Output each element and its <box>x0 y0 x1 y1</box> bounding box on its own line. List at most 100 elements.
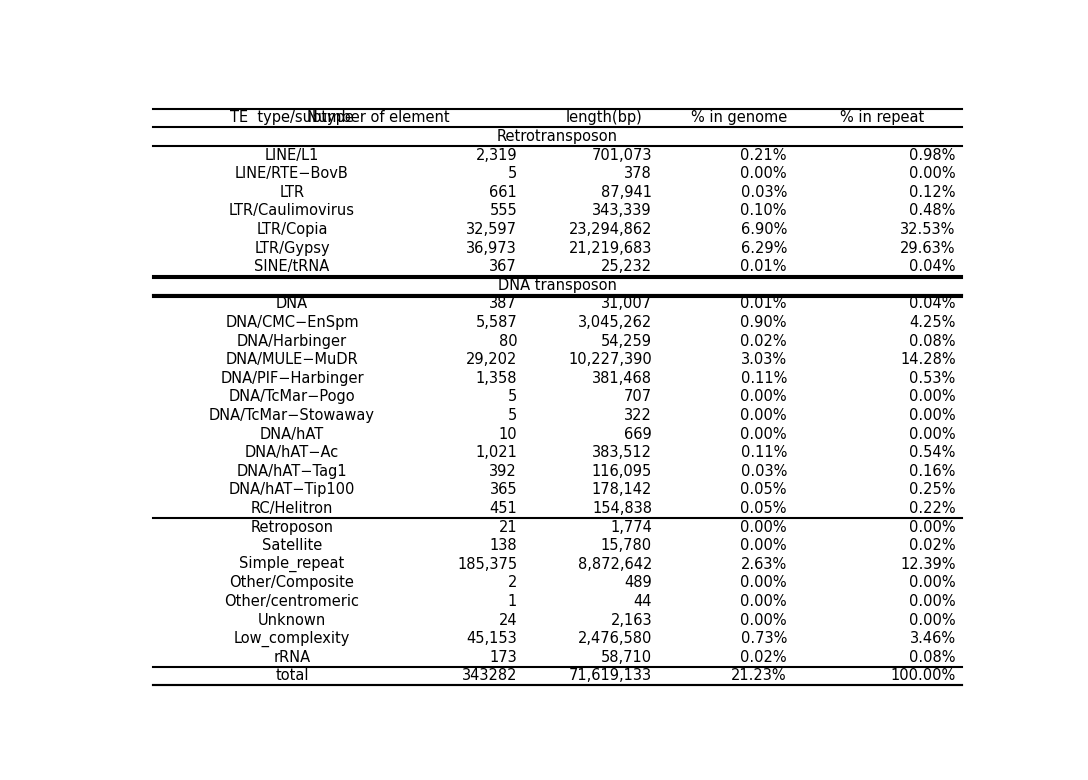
Text: RC/Helitron: RC/Helitron <box>251 501 333 516</box>
Text: 0.08%: 0.08% <box>910 650 955 665</box>
Text: 29,202: 29,202 <box>466 353 517 367</box>
Text: 15,780: 15,780 <box>601 538 652 553</box>
Text: 0.00%: 0.00% <box>908 612 955 628</box>
Text: 116,095: 116,095 <box>592 464 652 479</box>
Text: DNA/CMC−EnSpm: DNA/CMC−EnSpm <box>225 315 359 330</box>
Text: SINE/tRNA: SINE/tRNA <box>255 259 330 275</box>
Text: 0.01%: 0.01% <box>741 259 787 275</box>
Text: 0.08%: 0.08% <box>910 334 955 349</box>
Text: 0.11%: 0.11% <box>741 370 787 386</box>
Text: Unknown: Unknown <box>258 612 326 628</box>
Text: 44: 44 <box>633 594 652 609</box>
Text: 0.05%: 0.05% <box>741 501 787 516</box>
Text: total: total <box>275 668 309 683</box>
Text: 21: 21 <box>498 519 517 534</box>
Text: 3.46%: 3.46% <box>910 631 955 646</box>
Text: 0.21%: 0.21% <box>741 147 787 162</box>
Text: Other/centromeric: Other/centromeric <box>224 594 359 609</box>
Text: 701,073: 701,073 <box>592 147 652 162</box>
Text: 0.03%: 0.03% <box>741 185 787 200</box>
Text: 5: 5 <box>508 408 517 423</box>
Text: LINE/RTE−BovB: LINE/RTE−BovB <box>235 166 349 181</box>
Text: 0.00%: 0.00% <box>908 427 955 441</box>
Text: 1: 1 <box>508 594 517 609</box>
Text: 58,710: 58,710 <box>601 650 652 665</box>
Text: DNA/PIF−Harbinger: DNA/PIF−Harbinger <box>220 370 363 386</box>
Text: 0.05%: 0.05% <box>741 482 787 498</box>
Text: DNA/hAT−Ac: DNA/hAT−Ac <box>245 445 339 460</box>
Text: 71,619,133: 71,619,133 <box>569 668 652 683</box>
Text: 669: 669 <box>625 427 652 441</box>
Text: 12.39%: 12.39% <box>900 557 955 572</box>
Text: 0.04%: 0.04% <box>910 296 955 311</box>
Text: 29.63%: 29.63% <box>900 240 955 256</box>
Text: 24: 24 <box>498 612 517 628</box>
Text: 0.90%: 0.90% <box>741 315 787 330</box>
Text: 451: 451 <box>490 501 517 516</box>
Text: 0.04%: 0.04% <box>910 259 955 275</box>
Text: LTR/Copia: LTR/Copia <box>257 222 327 237</box>
Text: DNA: DNA <box>276 296 308 311</box>
Text: 1,358: 1,358 <box>475 370 517 386</box>
Text: 173: 173 <box>490 650 517 665</box>
Text: 6.90%: 6.90% <box>741 222 787 237</box>
Text: 0.01%: 0.01% <box>741 296 787 311</box>
Text: 21,219,683: 21,219,683 <box>569 240 652 256</box>
Text: 381,468: 381,468 <box>592 370 652 386</box>
Text: 2.63%: 2.63% <box>741 557 787 572</box>
Text: Simple_repeat: Simple_repeat <box>239 556 345 573</box>
Text: 0.00%: 0.00% <box>908 166 955 181</box>
Text: Retrotransposon: Retrotransposon <box>497 129 618 144</box>
Text: 2,319: 2,319 <box>475 147 517 162</box>
Text: 0.00%: 0.00% <box>908 408 955 423</box>
Text: 5: 5 <box>508 166 517 181</box>
Text: 54,259: 54,259 <box>601 334 652 349</box>
Text: 87,941: 87,941 <box>601 185 652 200</box>
Text: 0.54%: 0.54% <box>910 445 955 460</box>
Text: 0.00%: 0.00% <box>740 519 787 534</box>
Text: 2,476,580: 2,476,580 <box>578 631 652 646</box>
Text: 322: 322 <box>625 408 652 423</box>
Text: 0.00%: 0.00% <box>908 389 955 404</box>
Text: DNA/Harbinger: DNA/Harbinger <box>237 334 347 349</box>
Text: 555: 555 <box>490 204 517 218</box>
Text: 36,973: 36,973 <box>467 240 517 256</box>
Text: 5: 5 <box>508 389 517 404</box>
Text: 0.53%: 0.53% <box>910 370 955 386</box>
Text: Low_complexity: Low_complexity <box>234 630 350 647</box>
Text: 23,294,862: 23,294,862 <box>569 222 652 237</box>
Text: 0.03%: 0.03% <box>741 464 787 479</box>
Text: 365: 365 <box>490 482 517 498</box>
Text: 6.29%: 6.29% <box>741 240 787 256</box>
Text: 138: 138 <box>490 538 517 553</box>
Text: 100.00%: 100.00% <box>890 668 955 683</box>
Text: Number of element: Number of element <box>307 111 449 126</box>
Text: 0.10%: 0.10% <box>741 204 787 218</box>
Text: 4.25%: 4.25% <box>910 315 955 330</box>
Text: 383,512: 383,512 <box>592 445 652 460</box>
Text: 21.23%: 21.23% <box>731 668 787 683</box>
Text: 0.00%: 0.00% <box>740 427 787 441</box>
Text: TE  type/subtype: TE type/subtype <box>230 111 354 126</box>
Text: 661: 661 <box>490 185 517 200</box>
Text: 0.00%: 0.00% <box>908 519 955 534</box>
Text: 31,007: 31,007 <box>601 296 652 311</box>
Text: 0.00%: 0.00% <box>740 408 787 423</box>
Text: 3.03%: 3.03% <box>741 353 787 367</box>
Text: 0.00%: 0.00% <box>740 389 787 404</box>
Text: 154,838: 154,838 <box>592 501 652 516</box>
Text: LTR/Gypsy: LTR/Gypsy <box>255 240 330 256</box>
Text: 1,021: 1,021 <box>475 445 517 460</box>
Text: 0.73%: 0.73% <box>741 631 787 646</box>
Text: 178,142: 178,142 <box>592 482 652 498</box>
Text: 343,339: 343,339 <box>592 204 652 218</box>
Text: 0.00%: 0.00% <box>740 538 787 553</box>
Text: 8,872,642: 8,872,642 <box>578 557 652 572</box>
Text: 10: 10 <box>498 427 517 441</box>
Text: 0.00%: 0.00% <box>740 166 787 181</box>
Text: LINE/L1: LINE/L1 <box>264 147 319 162</box>
Text: 0.22%: 0.22% <box>908 501 955 516</box>
Text: 0.00%: 0.00% <box>908 576 955 590</box>
Text: 0.25%: 0.25% <box>910 482 955 498</box>
Text: DNA/hAT: DNA/hAT <box>260 427 324 441</box>
